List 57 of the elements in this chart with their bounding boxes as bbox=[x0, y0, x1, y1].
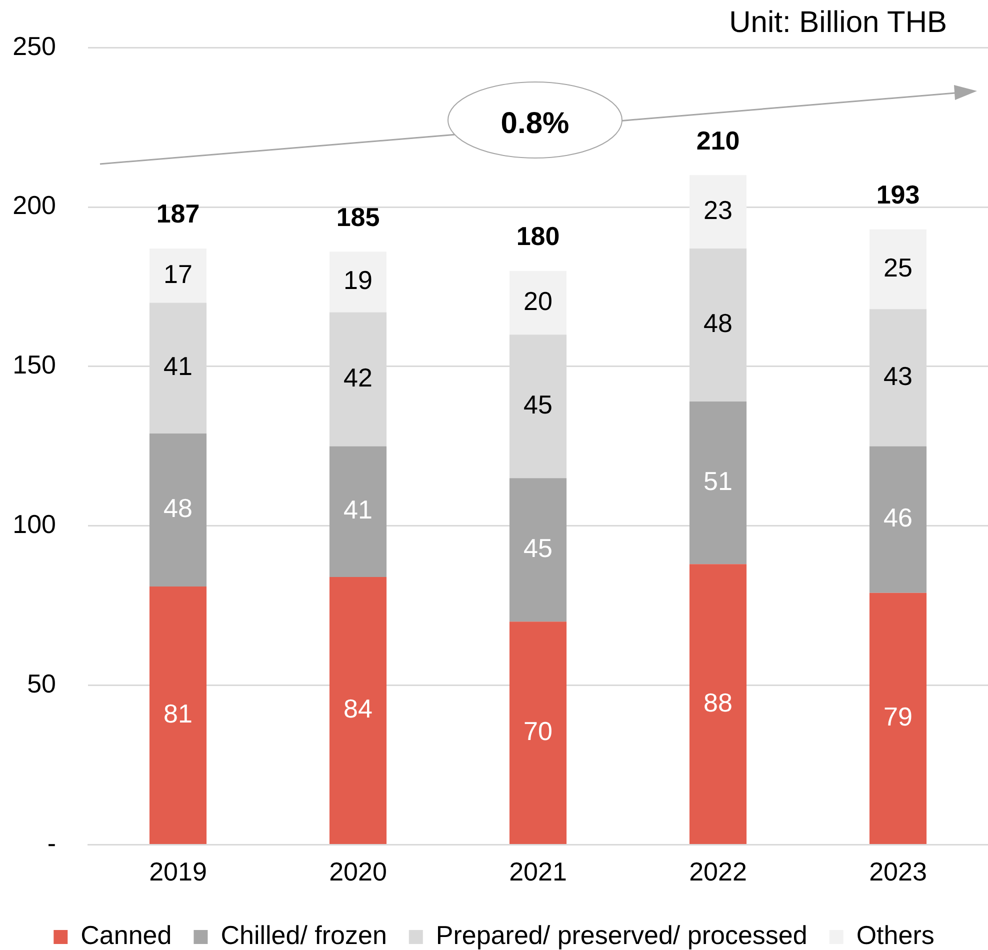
y-tick-label: 150 bbox=[12, 350, 56, 380]
y-tick-label: 200 bbox=[12, 190, 56, 220]
data-label: 45 bbox=[524, 390, 552, 420]
data-label: 41 bbox=[164, 351, 192, 382]
data-label: 42 bbox=[344, 362, 372, 392]
bar bbox=[149, 433, 207, 587]
x-tick-label: 2023 bbox=[869, 856, 927, 887]
y-tick-label: 50 bbox=[27, 668, 56, 699]
data-label: 84 bbox=[344, 694, 372, 724]
total-label: 180 bbox=[516, 220, 560, 251]
data-label: 88 bbox=[704, 687, 732, 718]
text: Unit: Billion THB bbox=[729, 6, 947, 40]
total-label: 193 bbox=[876, 180, 920, 210]
bar bbox=[329, 446, 387, 577]
data-label: 23 bbox=[704, 194, 732, 225]
bar bbox=[869, 592, 927, 844]
data-label: 45 bbox=[524, 533, 552, 564]
y-tick-label: 100 bbox=[12, 509, 56, 540]
bar bbox=[509, 622, 567, 844]
y-tick-label: 250 bbox=[12, 30, 56, 61]
data-label: 79 bbox=[884, 702, 912, 732]
bar bbox=[509, 270, 567, 335]
annotation: 0.8% bbox=[500, 106, 570, 142]
bar bbox=[689, 175, 747, 248]
data-label: 48 bbox=[704, 308, 732, 338]
data-label: 17 bbox=[164, 258, 192, 289]
legend-label: Others bbox=[856, 920, 934, 950]
bar bbox=[509, 478, 567, 622]
data-label: 48 bbox=[164, 493, 192, 524]
bar bbox=[329, 576, 387, 844]
bar bbox=[689, 402, 747, 564]
data-label: 41 bbox=[344, 494, 372, 525]
total-label: 210 bbox=[696, 125, 740, 156]
legend-label: Chilled/ frozen bbox=[220, 920, 387, 950]
legend-label: Prepared/ preserved/ processed bbox=[436, 920, 808, 950]
data-label: 51 bbox=[704, 466, 732, 496]
data-label: 20 bbox=[524, 286, 552, 316]
bar bbox=[149, 248, 207, 303]
bar bbox=[869, 446, 927, 593]
bar bbox=[869, 229, 927, 310]
x-tick-label: 2020 bbox=[329, 856, 387, 887]
x-tick-label: 2021 bbox=[509, 856, 567, 887]
total-label: 185 bbox=[336, 202, 380, 232]
data-label: 81 bbox=[164, 698, 192, 728]
data-label: 46 bbox=[884, 502, 912, 533]
bar bbox=[689, 564, 747, 844]
data-label: 70 bbox=[524, 716, 552, 746]
x-tick-label: 2019 bbox=[149, 856, 207, 887]
y-tick-label: - bbox=[47, 828, 56, 858]
bar bbox=[329, 252, 387, 312]
legend-label: Canned bbox=[80, 920, 172, 950]
total-label: 187 bbox=[156, 198, 200, 229]
bar bbox=[149, 586, 207, 844]
data-label: 25 bbox=[884, 252, 912, 282]
data-label: 19 bbox=[344, 265, 372, 296]
data-label: 43 bbox=[884, 360, 912, 391]
x-tick-label: 2022 bbox=[689, 856, 747, 887]
